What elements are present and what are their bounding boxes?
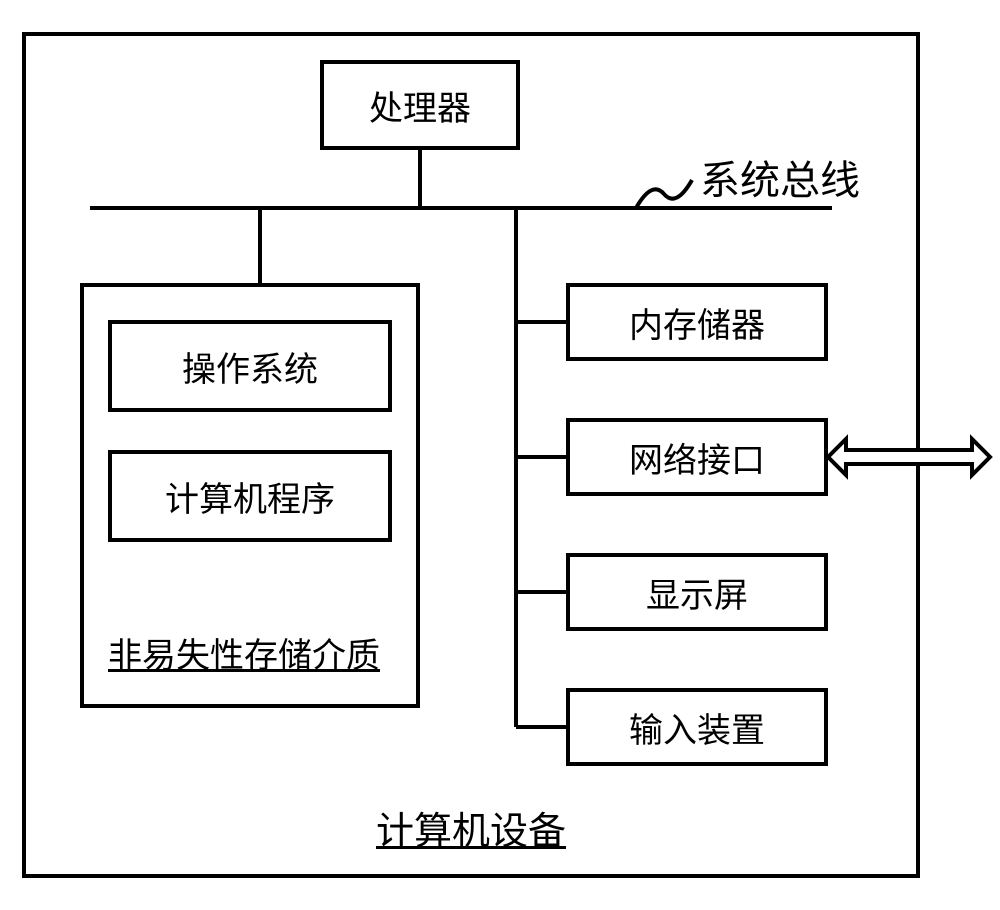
bus-line — [90, 206, 832, 210]
node-program: 计算机程序 — [108, 450, 392, 542]
line-branch-input — [516, 725, 566, 729]
diagram-canvas: 处理器 操作系统 计算机程序 内存储器 网络接口 显示屏 输入装置 系统总线 非… — [0, 0, 1000, 910]
line-branch-memory — [516, 320, 566, 324]
storage-label-text: 非易失性存储介质 — [108, 638, 380, 675]
bus-label: 系统总线 — [700, 148, 860, 206]
line-branch-display — [516, 590, 566, 594]
line-left-drop — [258, 208, 262, 283]
node-input-label: 输入装置 — [629, 703, 765, 752]
node-program-label: 计算机程序 — [165, 472, 335, 521]
node-memory-label: 内存储器 — [629, 298, 765, 347]
storage-label: 非易失性存储介质 — [108, 628, 380, 677]
device-label-text: 计算机设备 — [376, 811, 566, 853]
node-processor-label: 处理器 — [369, 81, 471, 130]
node-os: 操作系统 — [108, 320, 392, 412]
line-branch-net — [516, 455, 566, 459]
node-processor: 处理器 — [320, 60, 520, 150]
node-display-label: 显示屏 — [646, 568, 748, 617]
device-label: 计算机设备 — [376, 800, 566, 855]
node-display: 显示屏 — [566, 553, 828, 631]
node-net-label: 网络接口 — [629, 433, 765, 482]
node-memory: 内存储器 — [566, 283, 828, 361]
node-net: 网络接口 — [566, 418, 828, 496]
bus-label-text: 系统总线 — [700, 158, 860, 203]
line-proc-to-bus — [418, 150, 422, 208]
node-os-label: 操作系统 — [182, 342, 318, 391]
line-right-spine — [514, 208, 518, 727]
node-input: 输入装置 — [566, 688, 828, 766]
